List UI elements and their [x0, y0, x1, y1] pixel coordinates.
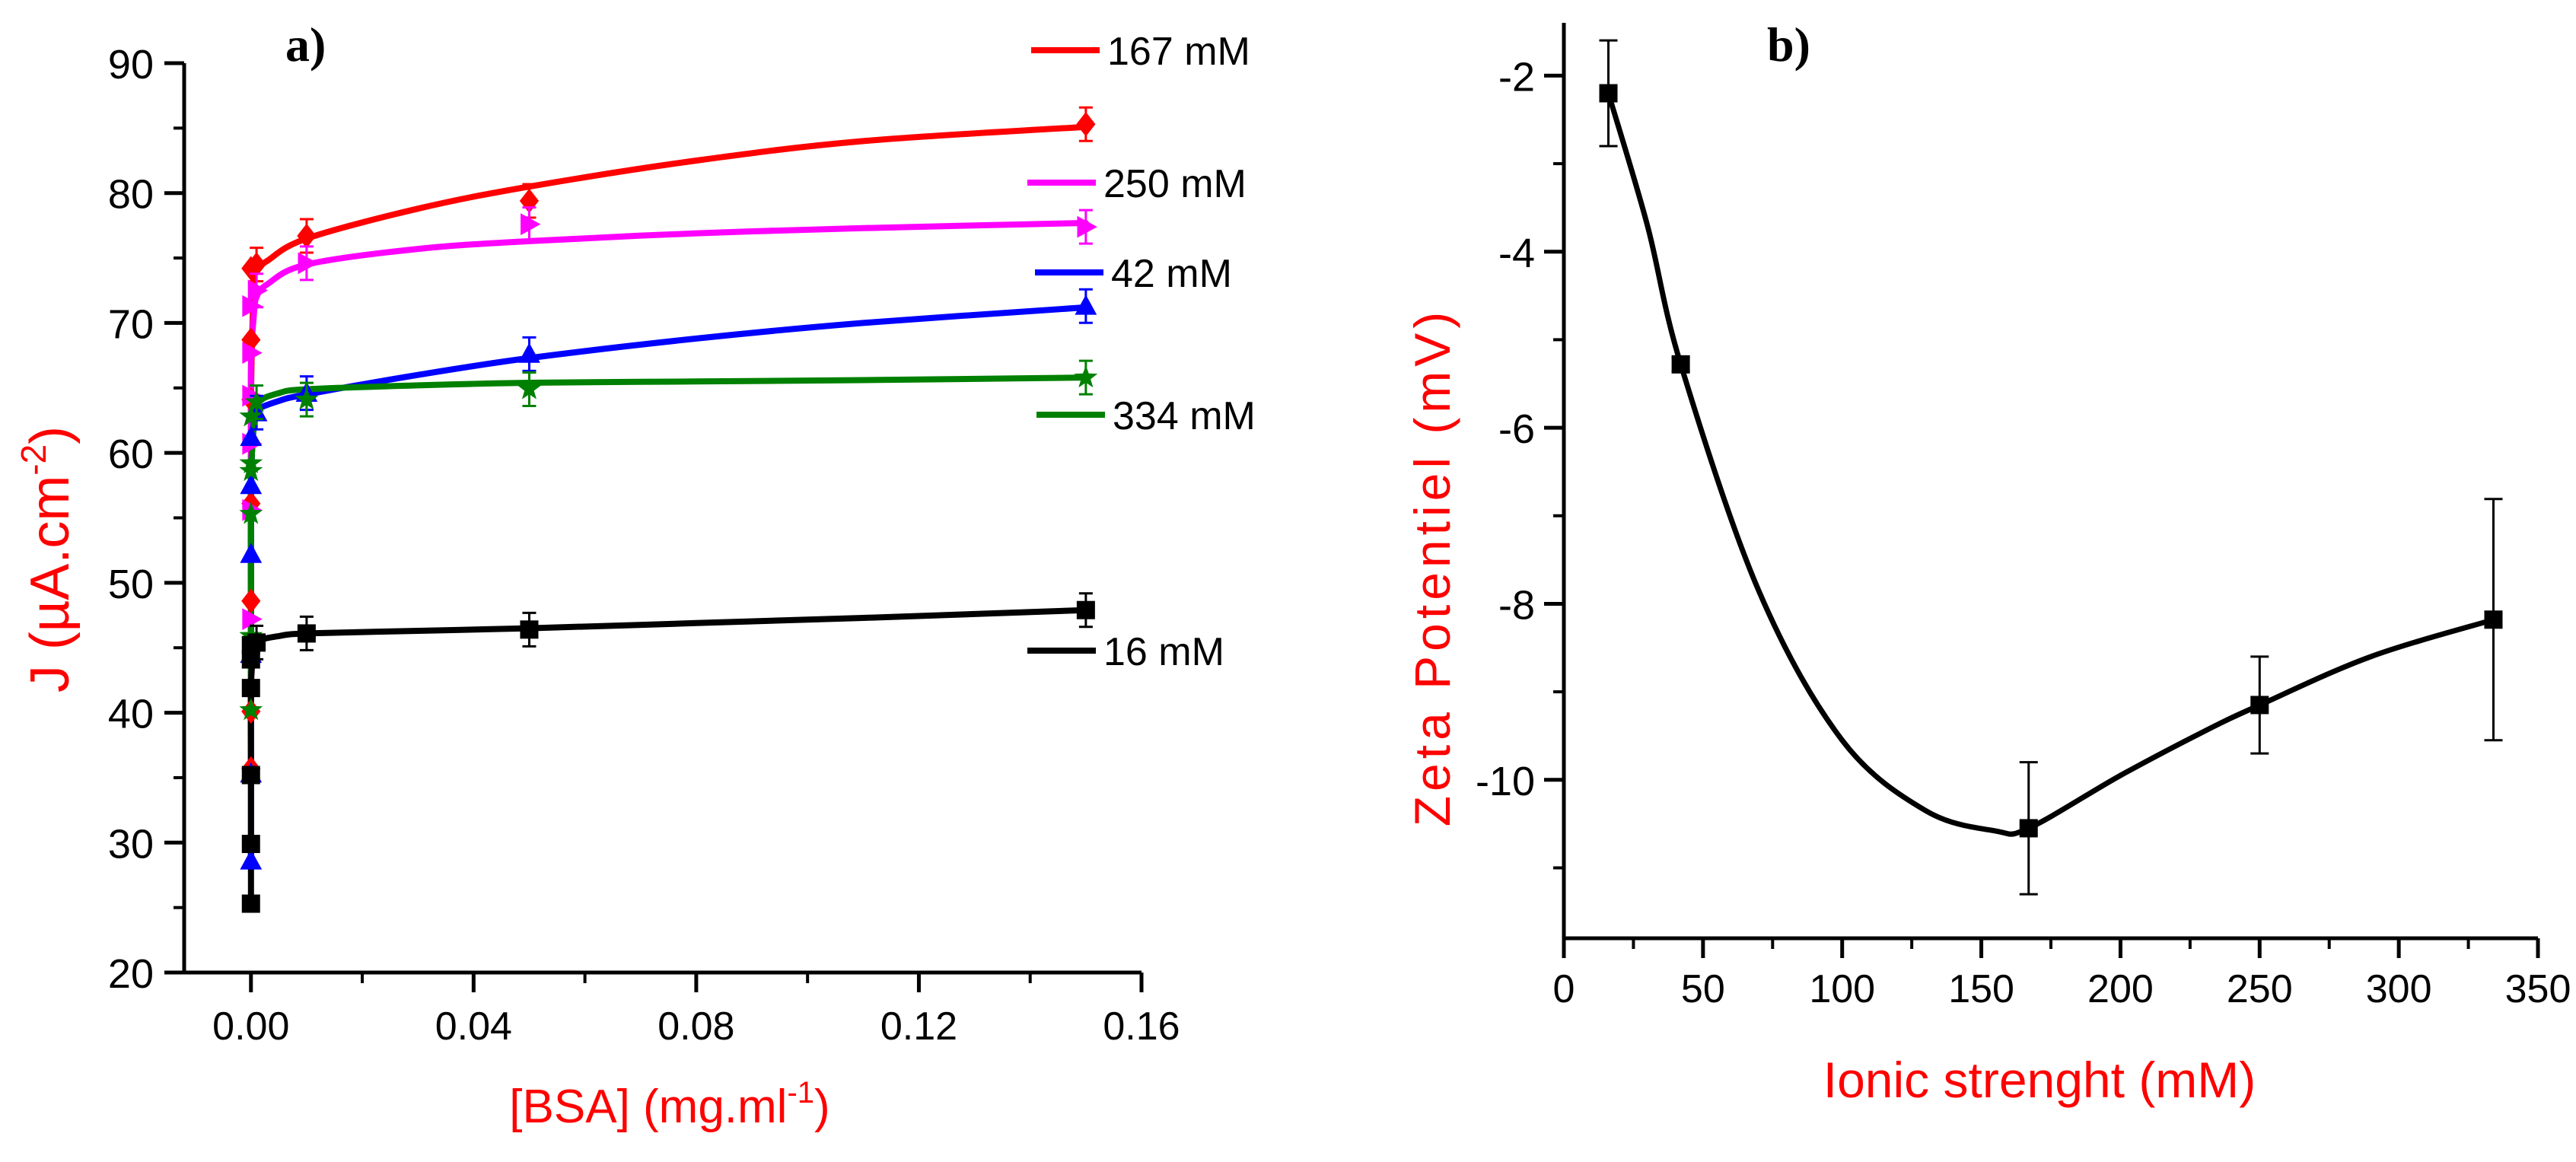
panel-a-x-tick-label: 0.08	[658, 1004, 734, 1049]
panel-a-point	[247, 633, 266, 652]
panel-b-axes: -2 -4 -6 -8 -10 0 50 100 150 200 250 300 350	[1476, 23, 2571, 1011]
panel-a-point	[240, 425, 263, 447]
panel-a-y-tick-label: 90	[108, 42, 154, 88]
panel-a-point	[239, 698, 263, 721]
panel-a-legend: 167 mM 250 mM 42 mM 334 mM 16 mM	[1027, 30, 1256, 674]
panel-a-fit-line-3	[247, 374, 1089, 716]
panel-a-x-label-text: [BSA] (mg.ml	[509, 1081, 787, 1133]
panel-b-curve	[1606, 92, 2495, 837]
panel-a-y-tick-label: 80	[108, 172, 154, 218]
panel-a-y-label-end: )	[20, 426, 81, 444]
panel-a-legend-label: 167 mM	[1107, 30, 1250, 74]
panel-a-fit-line-2	[247, 304, 1089, 872]
panel-a-point	[240, 543, 263, 563]
panel-a-x-label-sup: -1	[787, 1076, 814, 1109]
panel-a-point	[242, 608, 263, 631]
panel-a-point	[241, 766, 260, 785]
panel-a-x-tick-label: 0.12	[880, 1004, 957, 1049]
panel-a-point	[241, 327, 261, 352]
panel-b-tag: b)	[1767, 18, 1810, 72]
panel-b-markers	[1599, 39, 2503, 896]
panel-a-point	[240, 849, 263, 870]
panel-a-point	[1074, 365, 1098, 388]
panel-a-point	[295, 387, 319, 410]
panel-a-point	[297, 223, 317, 249]
panel-a-point	[240, 473, 263, 495]
panel-b-x-tick-label: 350	[2505, 967, 2571, 1011]
panel-a-fit-curves	[247, 123, 1089, 911]
panel-b-curve-line	[1606, 92, 2495, 837]
panel-b-y-tick-label: -8	[1498, 582, 1535, 628]
panel-a-point	[1075, 294, 1097, 315]
panel-b-x-tick-label: 250	[2227, 967, 2293, 1011]
panel-a-tag: a)	[285, 18, 326, 72]
panel-a-legend-label: 250 mM	[1103, 162, 1247, 206]
panel-a-point	[517, 377, 541, 400]
panel-a-x-axis-label: [BSA] (mg.ml-1)	[509, 1076, 829, 1133]
panel-b-x-tick-label: 300	[2366, 967, 2432, 1011]
panel-a-point	[239, 404, 263, 427]
panel-a-x-tick-label: 0.16	[1103, 1004, 1180, 1049]
panel-a-fit-line-1	[247, 220, 1089, 626]
panel-a-y-label-text: J (µA.cm	[20, 476, 81, 692]
panel-a-point	[1076, 600, 1095, 619]
panel-b-point	[2484, 610, 2503, 629]
panel-b-y-axis-label: Zeta Potentiel (mV)	[1404, 307, 1460, 827]
panel-a-y-label-sup: -2	[14, 444, 53, 476]
panel-a-point	[297, 624, 316, 643]
panel-b-y-tick-label: -2	[1498, 54, 1535, 100]
panel-a-point	[239, 501, 263, 524]
panel-a-legend-label: 16 mM	[1103, 630, 1224, 674]
panel-b-point	[1671, 355, 1690, 374]
panel-a-y-tick-label: 60	[108, 431, 154, 477]
panel-a-y-tick-label: 30	[108, 821, 154, 867]
panel-a-point	[518, 342, 540, 363]
panel-a-point	[242, 342, 263, 365]
panel-b-x-tick-label: 200	[2087, 967, 2154, 1011]
panel-b-x-axis-label: Ionic strenght (mM)	[1823, 1052, 2256, 1108]
panel-a-point	[241, 894, 260, 913]
panel-a-point	[242, 294, 263, 317]
panel-a-x-tick-label: 0.00	[212, 1004, 289, 1049]
panel-a-y-tick-label: 50	[108, 562, 154, 607]
panel-a-point	[247, 252, 266, 277]
panel-a-y-tick-label: 40	[108, 692, 154, 737]
panel-b-y-tick-label: -6	[1498, 406, 1535, 452]
panel-b-point	[2019, 819, 2038, 838]
panel-a-y-tick-label: 70	[108, 301, 154, 347]
panel-a-point	[247, 279, 269, 302]
panel-b-x-tick-label: 150	[1948, 967, 2014, 1011]
panel-b-point	[1599, 84, 1618, 103]
panel-b-x-tick-label: 50	[1681, 967, 1725, 1011]
panel-a-x-tick-label: 0.04	[435, 1004, 512, 1049]
panel-a-x-label-end: )	[814, 1081, 830, 1133]
panel-a-point	[298, 252, 318, 275]
panel-b: b) -2 -4 -6 -8 -10 0 50 100 150 200 250 300 350 Ioni…	[1404, 18, 2571, 1108]
panel-a-point	[241, 834, 260, 853]
panel-a-legend-label: 42 mM	[1111, 252, 1232, 296]
panel-b-x-tick-label: 0	[1553, 967, 1575, 1011]
panel-b-point	[2250, 696, 2269, 715]
panel-a-point	[241, 588, 261, 613]
panel-a-markers	[239, 106, 1098, 913]
panel-a-point	[241, 679, 260, 698]
panel-a-point	[520, 620, 539, 639]
panel-a-fit-line-4	[247, 606, 1089, 911]
panel-a-y-axis-label: J (µA.cm-2)	[14, 426, 81, 692]
panel-a-axes: 20 30 40 50 60 70 80 90 0.00 0.04 0.08 0.12 0.16	[108, 42, 1180, 1049]
panel-a-point	[239, 450, 263, 473]
panel-b-y-tick-label: -10	[1476, 759, 1535, 804]
panel-a-point	[1077, 215, 1097, 238]
panel-a-y-tick-label: 20	[108, 951, 154, 997]
panel-a-point	[244, 390, 269, 412]
panel-a-point	[1076, 112, 1096, 137]
panel-b-x-tick-label: 100	[1809, 967, 1875, 1011]
panel-a-point	[239, 458, 263, 482]
panel-a-point	[521, 213, 541, 236]
panel-b-y-tick-label: -4	[1498, 231, 1535, 276]
panel-a-legend-label: 334 mM	[1113, 394, 1256, 438]
